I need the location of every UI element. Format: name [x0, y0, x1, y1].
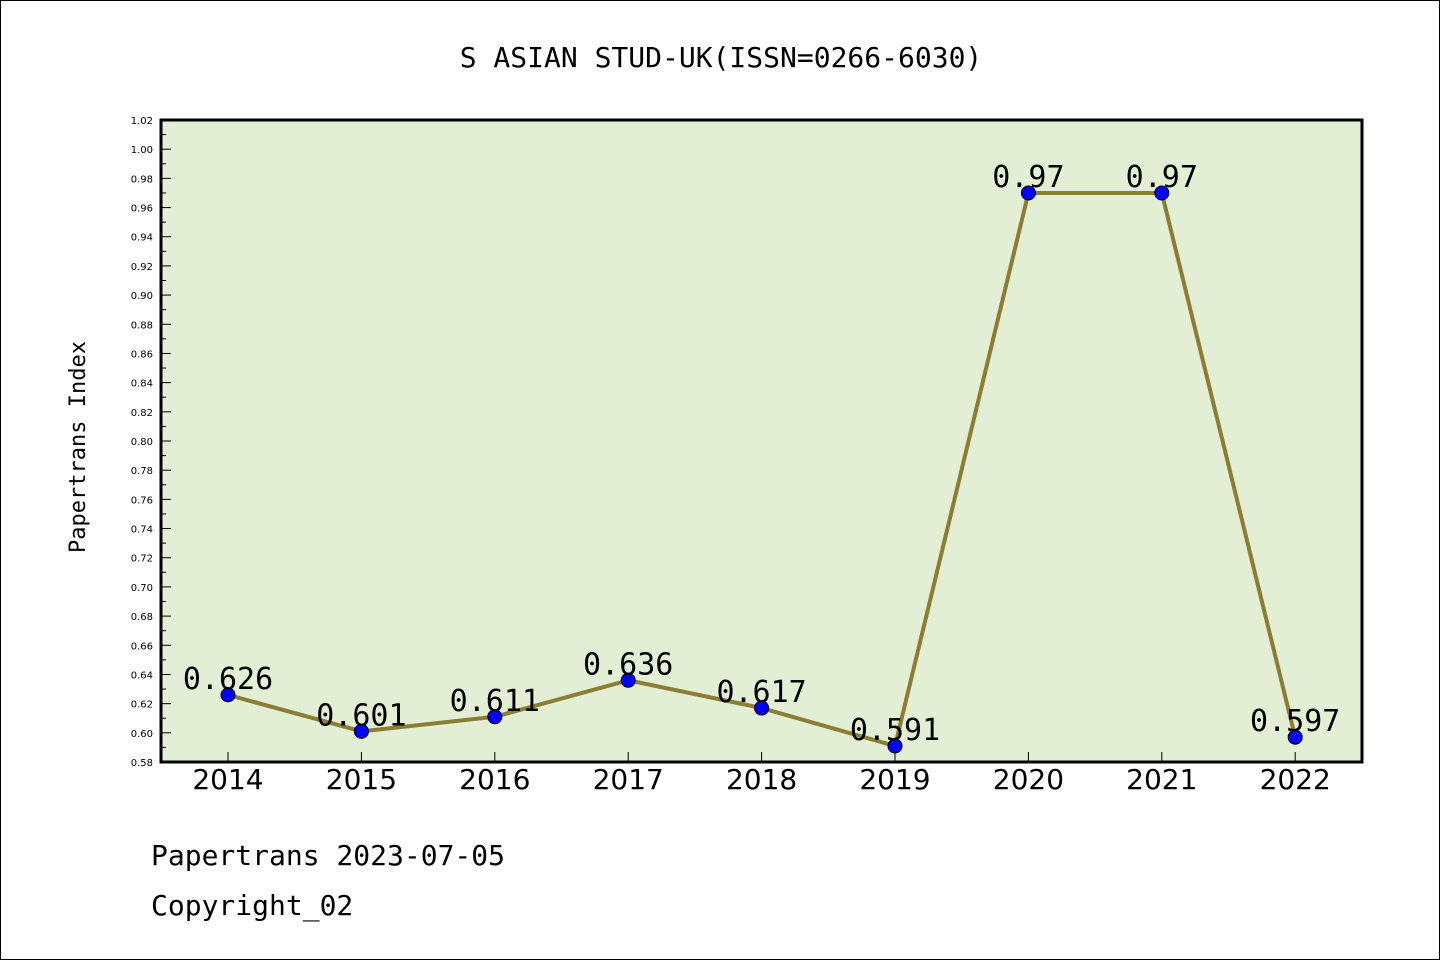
y-axis-label: Papertrans Index	[66, 341, 91, 553]
footer-date: Papertrans 2023-07-05	[151, 839, 505, 872]
data-point	[887, 738, 903, 754]
plot-area	[159, 118, 1364, 764]
y-tick-label: 0.72	[131, 554, 153, 565]
y-tick-label: 0.90	[131, 291, 153, 302]
data-label: 0.97	[1126, 160, 1198, 195]
y-tick-label: 0.82	[131, 408, 153, 419]
data-point	[754, 700, 770, 716]
data-label: 0.97	[992, 160, 1064, 195]
data-label: 0.591	[850, 713, 940, 748]
data-label: 0.601	[316, 698, 406, 733]
data-points	[220, 185, 1303, 754]
y-tick-label: 0.58	[131, 758, 153, 769]
y-tick-label: 0.94	[131, 233, 153, 244]
data-point	[620, 672, 636, 688]
data-label: 0.617	[716, 675, 806, 710]
y-tick-label: 0.66	[131, 641, 153, 652]
x-tick-label: 2014	[192, 763, 263, 796]
y-tick-label: 0.60	[131, 729, 153, 740]
y-tick-label: 0.92	[131, 262, 153, 273]
x-tick-label: 2018	[726, 763, 797, 796]
y-tick-label: 0.88	[131, 320, 153, 331]
data-label: 0.636	[583, 647, 673, 682]
y-tick-label: 1.02	[131, 116, 153, 127]
y-tick-label: 0.68	[131, 612, 153, 623]
data-label: 0.611	[450, 684, 540, 719]
data-point	[353, 723, 369, 739]
y-tick-label: 0.96	[131, 204, 153, 215]
data-point	[1020, 185, 1036, 201]
y-tick-label: 0.86	[131, 349, 153, 360]
chart-title: S ASIAN STUD-UK(ISSN=0266-6030)	[460, 41, 983, 74]
data-point	[1287, 729, 1303, 745]
data-label: 0.597	[1250, 704, 1340, 739]
data-point	[220, 687, 236, 703]
y-tick-label: 0.84	[131, 379, 153, 390]
x-tick-label: 2015	[326, 763, 397, 796]
y-axis: 0.58 0.60 0.62 0.64 0.66 0.68 0.70 0.72 0.74 0.76…	[131, 116, 171, 769]
x-tick-label: 2022	[1260, 763, 1331, 796]
x-axis: 2014 2015 2016 2017 2018 2019 2020 2021 2022	[192, 752, 1331, 796]
y-tick-label: 1.00	[131, 145, 153, 156]
data-point	[1154, 185, 1170, 201]
x-tick-label: 2020	[993, 763, 1064, 796]
y-tick-label: 0.78	[131, 466, 153, 477]
data-label: 0.626	[183, 662, 273, 697]
x-tick-label: 2017	[593, 763, 664, 796]
y-tick-label: 0.98	[131, 174, 153, 185]
footer-copyright: Copyright_02	[151, 889, 353, 923]
data-point	[487, 709, 503, 725]
y-tick-label: 0.80	[131, 437, 153, 448]
x-tick-label: 2021	[1126, 763, 1197, 796]
y-tick-label: 0.74	[131, 525, 153, 536]
y-tick-label: 0.70	[131, 583, 153, 594]
data-labels: 0.626 0.601 0.611 0.636 0.617 0.591 0.97 0.97 0.…	[183, 160, 1341, 748]
y-tick-label: 0.62	[131, 700, 153, 711]
x-tick-label: 2016	[459, 763, 530, 796]
y-tick-label: 0.64	[131, 670, 153, 681]
y-tick-label: 0.76	[131, 495, 153, 506]
x-tick-label: 2019	[859, 763, 930, 796]
